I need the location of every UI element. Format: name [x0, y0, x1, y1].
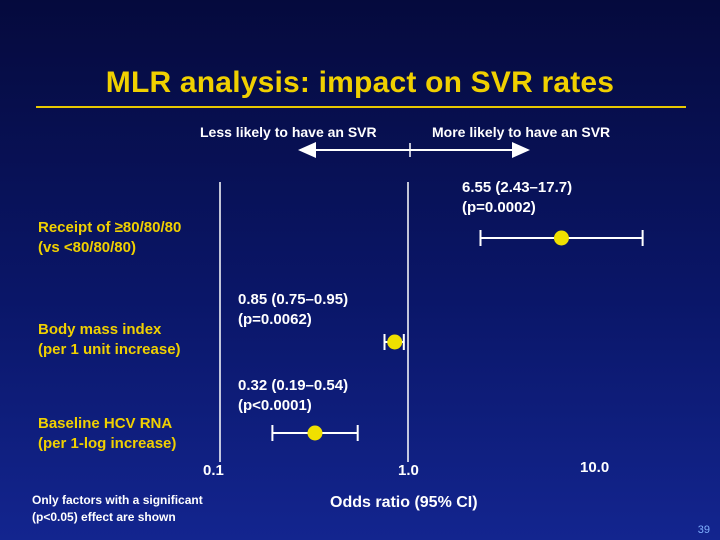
- ci-value: 0.32 (0.19–0.54): [238, 377, 349, 394]
- factor-label-hcv-rna: Baseline HCV RNA (per 1-log increase): [38, 414, 176, 454]
- odds-ratio-point: [307, 425, 323, 441]
- factor-label-line1: Body mass index: [38, 321, 162, 338]
- more-likely-label: More likely to have an SVR: [432, 124, 611, 140]
- p-value: (p=0.0062): [238, 311, 312, 328]
- slide-title: MLR analysis: impact on SVR rates: [105, 66, 615, 99]
- odds-ratio-point: [387, 334, 403, 350]
- page-number: 39: [697, 524, 710, 536]
- footnote-line1: Only factors with a significant: [32, 493, 203, 507]
- factor-label-line2: (per 1-log increase): [38, 435, 177, 452]
- factor-label-bmi: Body mass index (per 1 unit increase): [38, 320, 181, 360]
- ci-label-bmi: 0.85 (0.75–0.95) (p=0.0062): [238, 290, 348, 330]
- x-tick-label-0-1: 0.1: [203, 462, 224, 479]
- factor-label-line2: (vs <80/80/80): [38, 239, 136, 256]
- factor-label-line1: Baseline HCV RNA: [38, 415, 173, 432]
- title-underline: [36, 106, 686, 108]
- p-value: (p<0.0001): [238, 397, 312, 414]
- p-value: (p=0.0002): [462, 199, 536, 216]
- x-tick-label-10-0: 10.0: [580, 459, 610, 476]
- ci-label-hcv-rna: 0.32 (0.19–0.54) (p<0.0001): [238, 376, 348, 416]
- factor-label-line1: Receipt of ≥80/80/80: [38, 219, 182, 236]
- ci-label-regimen: 6.55 (2.43–17.7) (p=0.0002): [462, 178, 572, 218]
- factor-label-line2: (per 1 unit increase): [38, 341, 181, 358]
- x-axis-title: Odds ratio (95% CI): [330, 494, 478, 511]
- odds-ratio-point: [553, 230, 569, 246]
- x-tick-label-1-0: 1.0: [398, 462, 419, 479]
- footnote-line2: (p<0.05) effect are shown: [32, 510, 176, 524]
- footnote: Only factors with a significant (p<0.05)…: [32, 492, 203, 526]
- ci-value: 0.85 (0.75–0.95): [238, 291, 349, 308]
- factor-label-regimen: Receipt of ≥80/80/80 (vs <80/80/80): [38, 218, 181, 258]
- ci-value: 6.55 (2.43–17.7): [462, 179, 573, 196]
- less-likely-label: Less likely to have an SVR: [200, 124, 377, 140]
